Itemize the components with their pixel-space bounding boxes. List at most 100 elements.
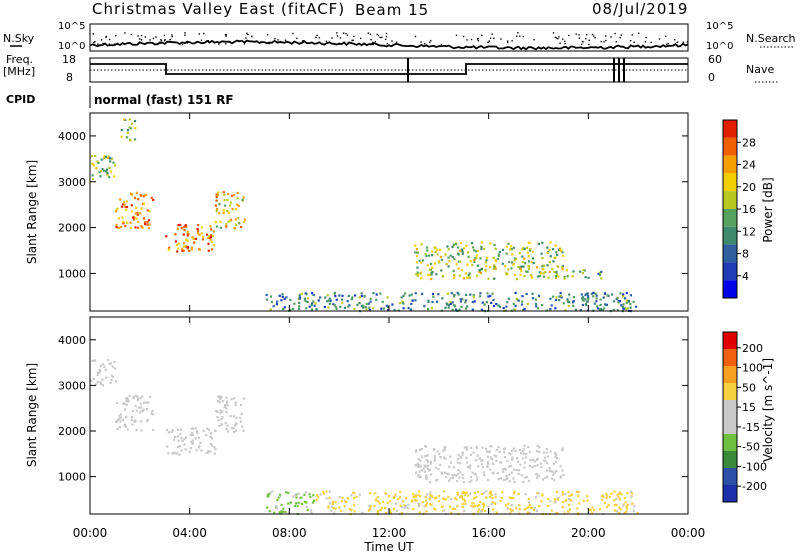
data-cell [188,249,191,252]
data-cell [565,269,569,272]
data-cell [219,409,222,412]
data-cell [522,308,525,311]
data-cell [418,511,421,514]
data-cell [343,505,346,508]
data-cell [95,383,98,386]
data-cell [350,298,353,301]
data-cell [451,507,454,510]
data-cell [493,264,496,267]
data-cell [544,271,547,274]
data-cell [181,249,184,252]
data-cell [306,509,309,512]
data-cell [229,414,232,418]
data-cell [304,299,307,303]
data-cell [489,468,492,471]
data-cell [556,253,559,256]
colorbar-segment [723,400,737,417]
data-cell [133,218,136,221]
data-cell [409,308,412,311]
data-cell [528,450,531,453]
noise-search-point [557,38,559,40]
data-cell [542,268,545,271]
data-cell [553,256,556,259]
noise-search-point [455,34,458,36]
data-cell [94,154,97,157]
data-cell [215,225,219,228]
data-cell [368,308,372,311]
data-cell [309,509,313,512]
noise-search-point [581,43,583,45]
colorbar-segment [723,191,737,209]
data-cell [394,493,397,496]
data-cell [497,478,500,481]
time-axis-ticks: 00:00 04:00 08:00 12:00 16:00 20:00 00:00 [73,113,705,540]
data-cell [532,458,535,461]
data-cell [284,510,287,513]
colorbar-segment [723,209,737,227]
data-cell [617,300,620,303]
data-cell [198,233,201,236]
data-cell [146,221,149,224]
data-cell [404,505,407,508]
data-cell [606,494,609,497]
data-cell [459,471,462,474]
data-cell [476,505,479,508]
data-cell [239,416,242,420]
noise-search-point [225,34,227,36]
data-cell [452,269,455,272]
data-cell [566,300,569,303]
data-cell [101,378,104,381]
data-cell [425,499,428,502]
noise-search-point [163,39,166,42]
noise-search-point [645,36,647,39]
data-cell [561,447,564,450]
data-cell [140,207,143,210]
data-cell [232,431,236,434]
data-cell [145,420,149,423]
data-cell [533,460,536,463]
noise-search-point [221,40,224,43]
data-cell [625,301,628,304]
data-cell [626,492,629,495]
data-cell [152,428,155,432]
data-cell [197,224,200,227]
noise-search-point [605,35,607,37]
data-cell [490,490,493,493]
data-cell [94,359,97,362]
data-cell [233,397,236,400]
data-cell [125,403,128,406]
noise-search-point [377,34,380,37]
data-cell [586,499,589,502]
data-cell [491,292,494,295]
data-cell [176,445,179,449]
noise-search-dots [92,32,689,46]
data-cell [172,438,176,441]
data-cell [527,505,530,508]
data-cell [129,221,132,224]
velocity-y-axis-label: Slant Range [km] [25,363,39,467]
data-cell [341,301,344,304]
data-cell [145,401,148,404]
data-cell [493,277,496,280]
data-cell [497,304,500,307]
data-cell [427,469,431,472]
data-cell [218,425,221,428]
data-cell [191,433,194,437]
data-cell [459,260,462,263]
data-cell [425,510,428,513]
data-cell [103,157,106,160]
data-cell [492,267,495,270]
data-cell [527,260,531,263]
data-cell [289,309,292,312]
data-cell [568,503,571,506]
data-cell [568,508,572,511]
data-cell [206,237,210,240]
data-cell [205,233,209,236]
data-cell [554,498,557,501]
data-cell [437,260,440,263]
y-tick-label: 2000 [58,222,86,235]
data-cell [501,248,505,251]
data-cell [135,429,138,432]
data-cell [144,221,147,224]
